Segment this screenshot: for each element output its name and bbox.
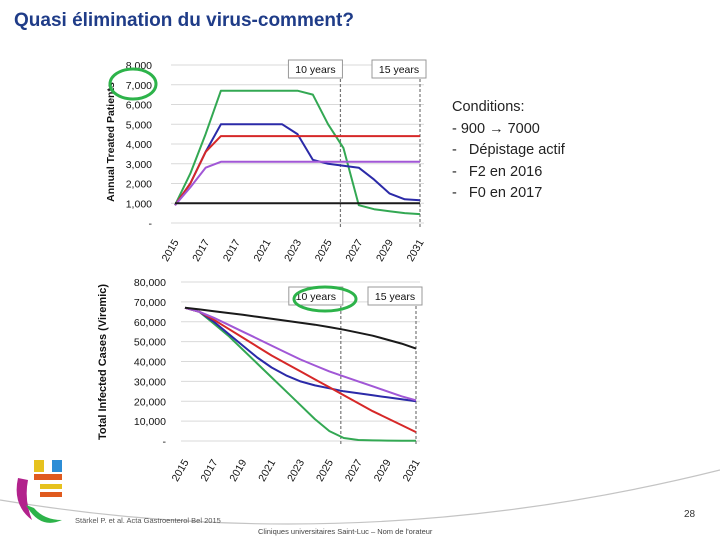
- chart-top-y-ticks: -1,0002,0003,0004,0005,0006,0007,0008,00…: [126, 60, 153, 230]
- y-tick-label: 30,000: [134, 376, 166, 388]
- chart-bottom-series: [184, 306, 417, 442]
- y-tick-label: 60,000: [134, 317, 166, 329]
- y-tick-label: 7,000: [126, 80, 152, 92]
- series-line-black: [184, 306, 417, 350]
- highlight-circle-top: [108, 67, 158, 101]
- conditions-heading: Conditions:: [452, 99, 525, 115]
- x-tick-label: 2027: [343, 237, 365, 263]
- series-line-purple: [174, 160, 420, 206]
- y-tick-label: 10,000: [134, 416, 166, 428]
- x-tick-label: 2021: [251, 237, 273, 263]
- y-tick-label: 6,000: [126, 100, 152, 112]
- chart-top-year-markers: 10 years 15 years: [287, 59, 427, 227]
- x-tick-label: 2031: [405, 237, 427, 263]
- y-tick-label: -: [149, 218, 153, 230]
- year-marker-label: 15 years: [379, 64, 419, 76]
- series-line-red: [184, 306, 417, 433]
- university-logo: [16, 460, 62, 523]
- chart-top-y-label: Annual Treated Patients: [105, 82, 117, 202]
- x-tick-label: 2017: [221, 237, 243, 263]
- source-citation: Stärkel P. et al. Acta Gastroenterol Bel…: [75, 516, 221, 525]
- x-tick-label: 2017: [190, 237, 212, 263]
- x-tick-label: 2017: [198, 457, 220, 483]
- highlight-circle-bottom: [292, 285, 358, 313]
- x-tick-label: 2015: [160, 237, 182, 263]
- page-number: 28: [684, 509, 696, 520]
- x-tick-label: 2023: [282, 237, 304, 263]
- x-tick-label: 2031: [401, 457, 423, 483]
- condition-line: - 900 → 7000: [452, 120, 540, 137]
- chart-top-x-ticks: 2015 2017 2017 2021 2023 2025 2027 2029 2031: [160, 237, 427, 263]
- y-tick-label: 70,000: [134, 297, 166, 309]
- year-marker-box: [371, 59, 427, 79]
- series-line-red: [174, 135, 420, 206]
- series-line-navy: [184, 306, 417, 403]
- year-marker-label: 15 years: [375, 291, 415, 303]
- chart-bottom-x-ticks: 2015 2017 2019 2021 2023 2025 2027 2029 2031: [170, 457, 423, 483]
- series-line-navy: [174, 123, 421, 206]
- chart-bottom-y-label: Total Infected Cases (Viremic): [97, 284, 109, 440]
- condition-line: - F2 en 2016: [452, 163, 543, 180]
- y-tick-label: 4,000: [126, 139, 152, 151]
- series-line-purple: [184, 306, 417, 402]
- series-line-green: [174, 89, 421, 216]
- x-tick-label: 2027: [343, 457, 365, 483]
- x-tick-label: 2025: [314, 457, 336, 483]
- footer-text: Cliniques universitaires Saint-Luc – Nom…: [258, 527, 433, 536]
- year-marker-box: [367, 286, 423, 306]
- x-tick-label: 2021: [256, 457, 278, 483]
- y-tick-label: 2,000: [126, 179, 152, 191]
- chart-bottom-y-ticks: - 10,000 20,000 30,000 40,000 50,000 60,000 70,…: [134, 277, 167, 448]
- y-tick-label: 20,000: [134, 396, 166, 408]
- year-marker-label: 10 years: [296, 291, 336, 303]
- year-marker-box: [287, 59, 343, 79]
- y-tick-label: 50,000: [134, 337, 166, 349]
- condition-line: - Dépistage actif: [452, 142, 565, 158]
- slide-title: Quasi élimination du virus-comment?: [14, 10, 354, 31]
- condition-line: - F0 en 2017: [452, 185, 543, 201]
- chart-top-series: [174, 89, 421, 216]
- y-tick-label: -: [163, 436, 167, 448]
- y-tick-label: 1,000: [126, 198, 152, 210]
- x-tick-label: 2025: [313, 237, 335, 263]
- x-tick-label: 2029: [374, 237, 396, 263]
- y-tick-label: 40,000: [134, 357, 166, 369]
- x-tick-label: 2019: [227, 457, 249, 483]
- x-tick-label: 2023: [285, 457, 307, 483]
- chart-top-background: [108, 52, 433, 232]
- x-tick-label: 2029: [372, 457, 394, 483]
- footer-arc-line: [0, 469, 720, 525]
- y-tick-label: 80,000: [134, 277, 166, 289]
- x-tick-label: 2015: [170, 457, 192, 483]
- y-tick-label: 3,000: [126, 159, 152, 171]
- series-line-green: [184, 306, 417, 442]
- y-tick-label: 5,000: [126, 119, 152, 131]
- conditions-box: Conditions: - 900 → 7000 - Dépistage act…: [452, 97, 565, 205]
- year-marker-label: 10 years: [295, 64, 335, 76]
